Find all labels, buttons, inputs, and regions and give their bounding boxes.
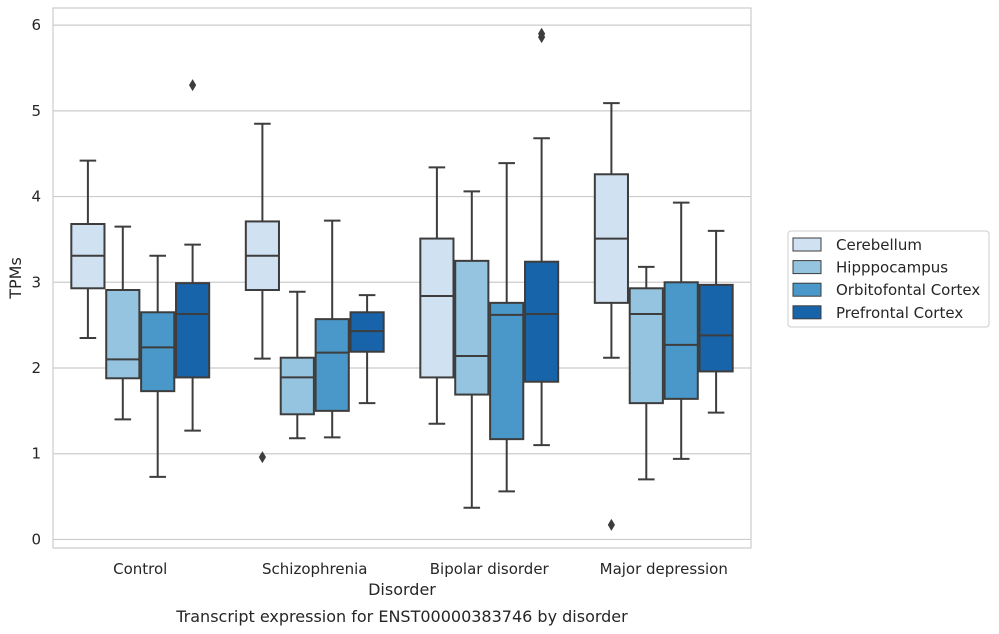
y-axis-label: TPMs [6,257,25,300]
outlier-point [538,27,546,40]
y-tick-label: 0 [31,530,41,548]
legend-entry: Prefrontal Cortex [836,304,963,322]
box-2-3 [663,201,699,460]
box-1-2 [454,190,490,509]
box-iqr [279,356,315,416]
plot-background [53,8,751,548]
plot-frame [52,7,752,549]
box-iqr [419,237,455,379]
x-tick-label: Control [113,560,167,578]
y-tick-label: 6 [31,16,41,34]
x-axis-label: Disorder [368,580,436,599]
chart-caption: Transcript expression for ENST0000038374… [175,607,628,626]
legend: Cerebellum Hipppocampus Orbitofontal Corte… [787,230,990,328]
box-2-1 [314,219,350,439]
box-1-1 [279,290,315,440]
x-tick-label: Major depression [600,560,728,578]
y-tick-label: 3 [31,273,41,291]
y-tick-labels: 0 1 2 3 4 5 6 [31,16,41,548]
legend-swatch [792,260,822,275]
box-3-3 [698,229,734,414]
x-tick-label: Bipolar disorder [430,560,550,578]
box-0-1 [244,122,280,464]
box-3-1 [349,294,385,405]
y-tick-label: 4 [31,188,41,206]
y-tick-label: 2 [31,359,41,377]
box-1-3 [628,265,664,481]
box-0-0 [70,159,106,339]
box-iqr [105,289,141,380]
box-3-0 [175,79,211,432]
legend-swatch [792,282,822,297]
x-tick-labels: Control Schizophrenia Bipolar disorder Majo… [113,560,728,578]
legend-entry: Hipppocampus [836,259,948,277]
box-2-0 [140,254,176,478]
legend-swatch [792,237,822,252]
box-0-3 [593,102,629,531]
box-iqr [175,282,211,379]
boxes [70,27,734,531]
outlier-point [607,518,615,531]
box-1-0 [105,225,141,421]
y-tick-label: 5 [31,102,41,120]
outlier-point [189,79,197,92]
box-iqr [524,260,560,383]
box-iqr [628,287,664,405]
box-iqr [489,301,525,441]
box-iqr [140,311,176,393]
legend-frame [787,230,990,328]
box-iqr [314,318,350,412]
box-0-2 [419,166,455,425]
legend-swatch [792,305,822,320]
outlier-point [258,451,266,464]
legend-entry: Orbitofontal Cortex [836,281,980,299]
legend-entry: Cerebellum [836,236,922,254]
box-iqr [454,259,490,396]
box-3-2 [524,27,560,447]
box-2-2 [489,162,525,493]
box-iqr [663,281,699,400]
x-tick-label: Schizophrenia [262,560,367,578]
box-iqr [698,283,734,373]
y-tick-label: 1 [31,445,41,463]
